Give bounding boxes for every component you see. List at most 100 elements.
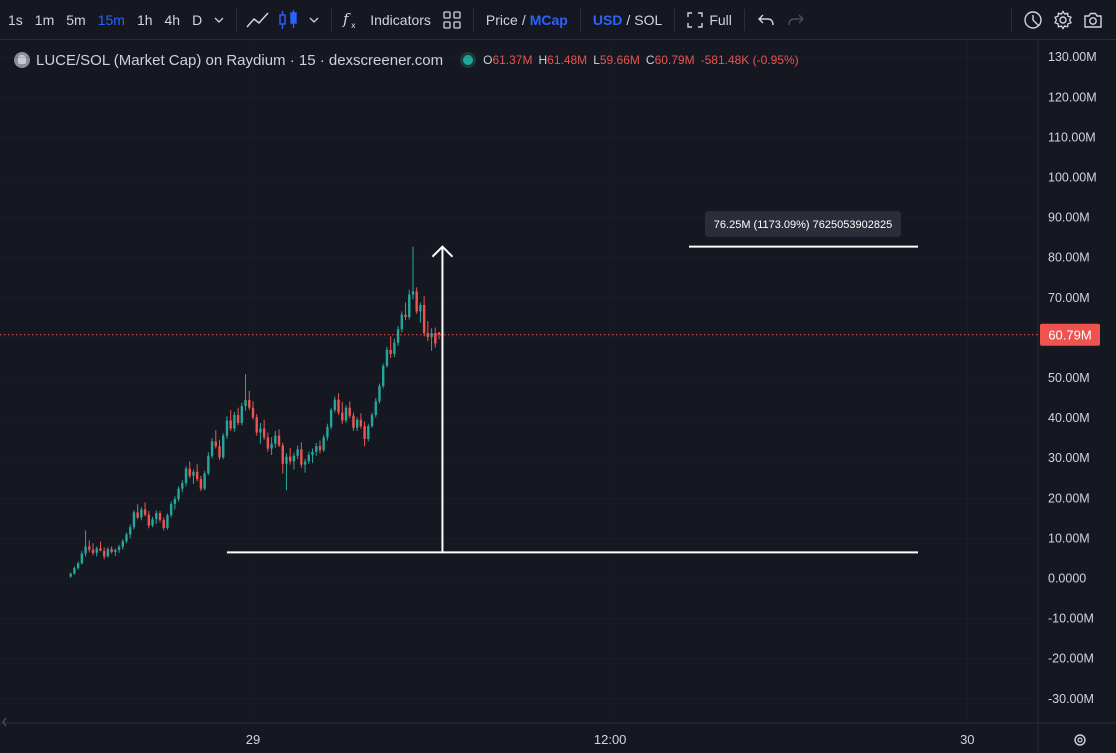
measure-tool[interactable]: 76.25M (1173.09%) 7625053902825 <box>226 211 918 554</box>
price-axis[interactable]: 130.00M 120.00M 110.00M 100.00M 90.00M 80.00M… <box>1048 50 1097 706</box>
candle-body <box>236 414 240 423</box>
toolbar-divider <box>579 8 581 31</box>
price-tick-label: 100.00M <box>1048 171 1097 185</box>
candle-body <box>99 548 102 551</box>
interval-5m[interactable]: 5m <box>66 11 86 28</box>
scroll-left-chevron-icon[interactable] <box>2 717 7 727</box>
candle-body <box>162 519 165 528</box>
interval-15m[interactable]: 15m <box>97 11 125 28</box>
candle-body <box>248 400 251 408</box>
candle-body <box>389 349 392 354</box>
candle-body <box>329 410 333 427</box>
candle-body <box>333 399 337 411</box>
candle-body <box>426 333 430 338</box>
interval-4h[interactable]: 4h <box>164 11 181 28</box>
currency-toggle[interactable]: USD / SOL <box>587 0 668 40</box>
candle-body <box>385 349 389 366</box>
price-label: Price <box>485 11 518 28</box>
interval-1d[interactable]: D <box>192 11 203 28</box>
time-axis-settings-icon[interactable] <box>1074 734 1086 746</box>
candle-body <box>181 483 184 489</box>
candle-body <box>225 420 229 436</box>
candle-body <box>192 471 195 476</box>
candle-body <box>374 401 377 415</box>
candle-body <box>80 553 84 564</box>
interval-1h[interactable]: 1h <box>136 11 153 28</box>
toolbar-divider <box>1011 8 1012 31</box>
candle-body <box>233 414 236 429</box>
candle-body <box>88 546 91 550</box>
candle-body <box>95 548 98 553</box>
current-price-label: 60.79M <box>1048 328 1091 343</box>
candle-body <box>218 446 221 458</box>
candle-body <box>195 471 199 480</box>
settings-gear-icon[interactable] <box>1048 0 1078 40</box>
candle-body <box>341 412 344 421</box>
close-key: C <box>645 53 655 67</box>
fullscreen-icon <box>687 11 704 28</box>
candle-body <box>240 406 244 423</box>
candle-body <box>370 414 374 427</box>
line-chart-icon[interactable] <box>243 0 273 40</box>
time-axis[interactable]: 29 12:00 30 <box>246 732 975 747</box>
replay-clock-icon[interactable] <box>1018 0 1048 40</box>
candle-body <box>270 443 273 449</box>
candle-body <box>422 305 426 334</box>
chart-type-chevron-down-icon[interactable] <box>303 0 325 40</box>
layout-grid-icon[interactable] <box>437 0 467 40</box>
price-tick-label: -20.00M <box>1048 652 1094 666</box>
camera-screenshot-icon[interactable] <box>1078 0 1108 40</box>
candle-body <box>266 437 270 449</box>
candle-body <box>344 407 348 421</box>
toolbar-divider <box>236 8 238 31</box>
candle-body <box>274 435 277 444</box>
candle-body <box>117 546 121 551</box>
price-tick-label: 50.00M <box>1048 371 1090 385</box>
high-key: H <box>538 53 548 67</box>
candle-body <box>348 407 351 416</box>
fullscreen-button[interactable]: Full <box>681 0 738 40</box>
ohlc-values: O61.37M H61.48M L59.66M C60.79M -581.48K… <box>483 53 799 67</box>
candle-body <box>102 550 106 557</box>
interval-1s[interactable]: 1s <box>8 11 23 28</box>
redo-icon[interactable] <box>781 0 811 40</box>
price-tick-label: 70.00M <box>1048 291 1090 305</box>
market-status-dot-icon <box>463 55 474 65</box>
symbol-legend: LUCE/SOL (Market Cap) on Raydium · 15 · … <box>14 49 799 71</box>
candle-body <box>214 441 217 447</box>
indicators-button[interactable]: Indicators <box>370 11 431 28</box>
price-chart[interactable]: 130.00M 120.00M 110.00M 100.00M 90.00M 80.00M… <box>0 40 1116 753</box>
candle-body <box>378 386 381 402</box>
interval-1m[interactable]: 1m <box>34 11 55 28</box>
price-tick-label: 20.00M <box>1048 491 1090 505</box>
price-mcap-toggle[interactable]: Price / MCap <box>480 0 574 40</box>
candle-body <box>307 454 310 462</box>
candle-body <box>158 513 162 520</box>
candle-body <box>288 456 292 462</box>
candle-body <box>147 514 151 526</box>
candle-body <box>404 314 407 318</box>
candle-body <box>169 503 173 516</box>
candle-body <box>255 417 258 433</box>
candle-body <box>84 546 87 554</box>
price-tick-label: 80.00M <box>1048 251 1090 265</box>
candle-body <box>434 333 437 344</box>
interval-chevron-down-icon[interactable] <box>208 0 230 40</box>
current-price-label-box <box>1040 323 1100 346</box>
candle-body <box>210 441 214 456</box>
candle-body <box>73 568 76 574</box>
candlestick-chart-icon[interactable] <box>273 0 303 40</box>
candle-body <box>408 294 411 318</box>
candle-body <box>382 365 385 387</box>
candle-body <box>359 419 363 427</box>
open-key: O <box>483 53 493 67</box>
current-price-marker: 60.79M <box>1040 323 1100 346</box>
measure-arrowhead <box>431 245 454 258</box>
undo-icon[interactable] <box>751 0 781 40</box>
candle-body <box>136 512 139 518</box>
candle-body <box>411 291 415 295</box>
change-value: -581.48K (-0.95%) <box>700 53 799 67</box>
candle-body <box>303 461 307 465</box>
